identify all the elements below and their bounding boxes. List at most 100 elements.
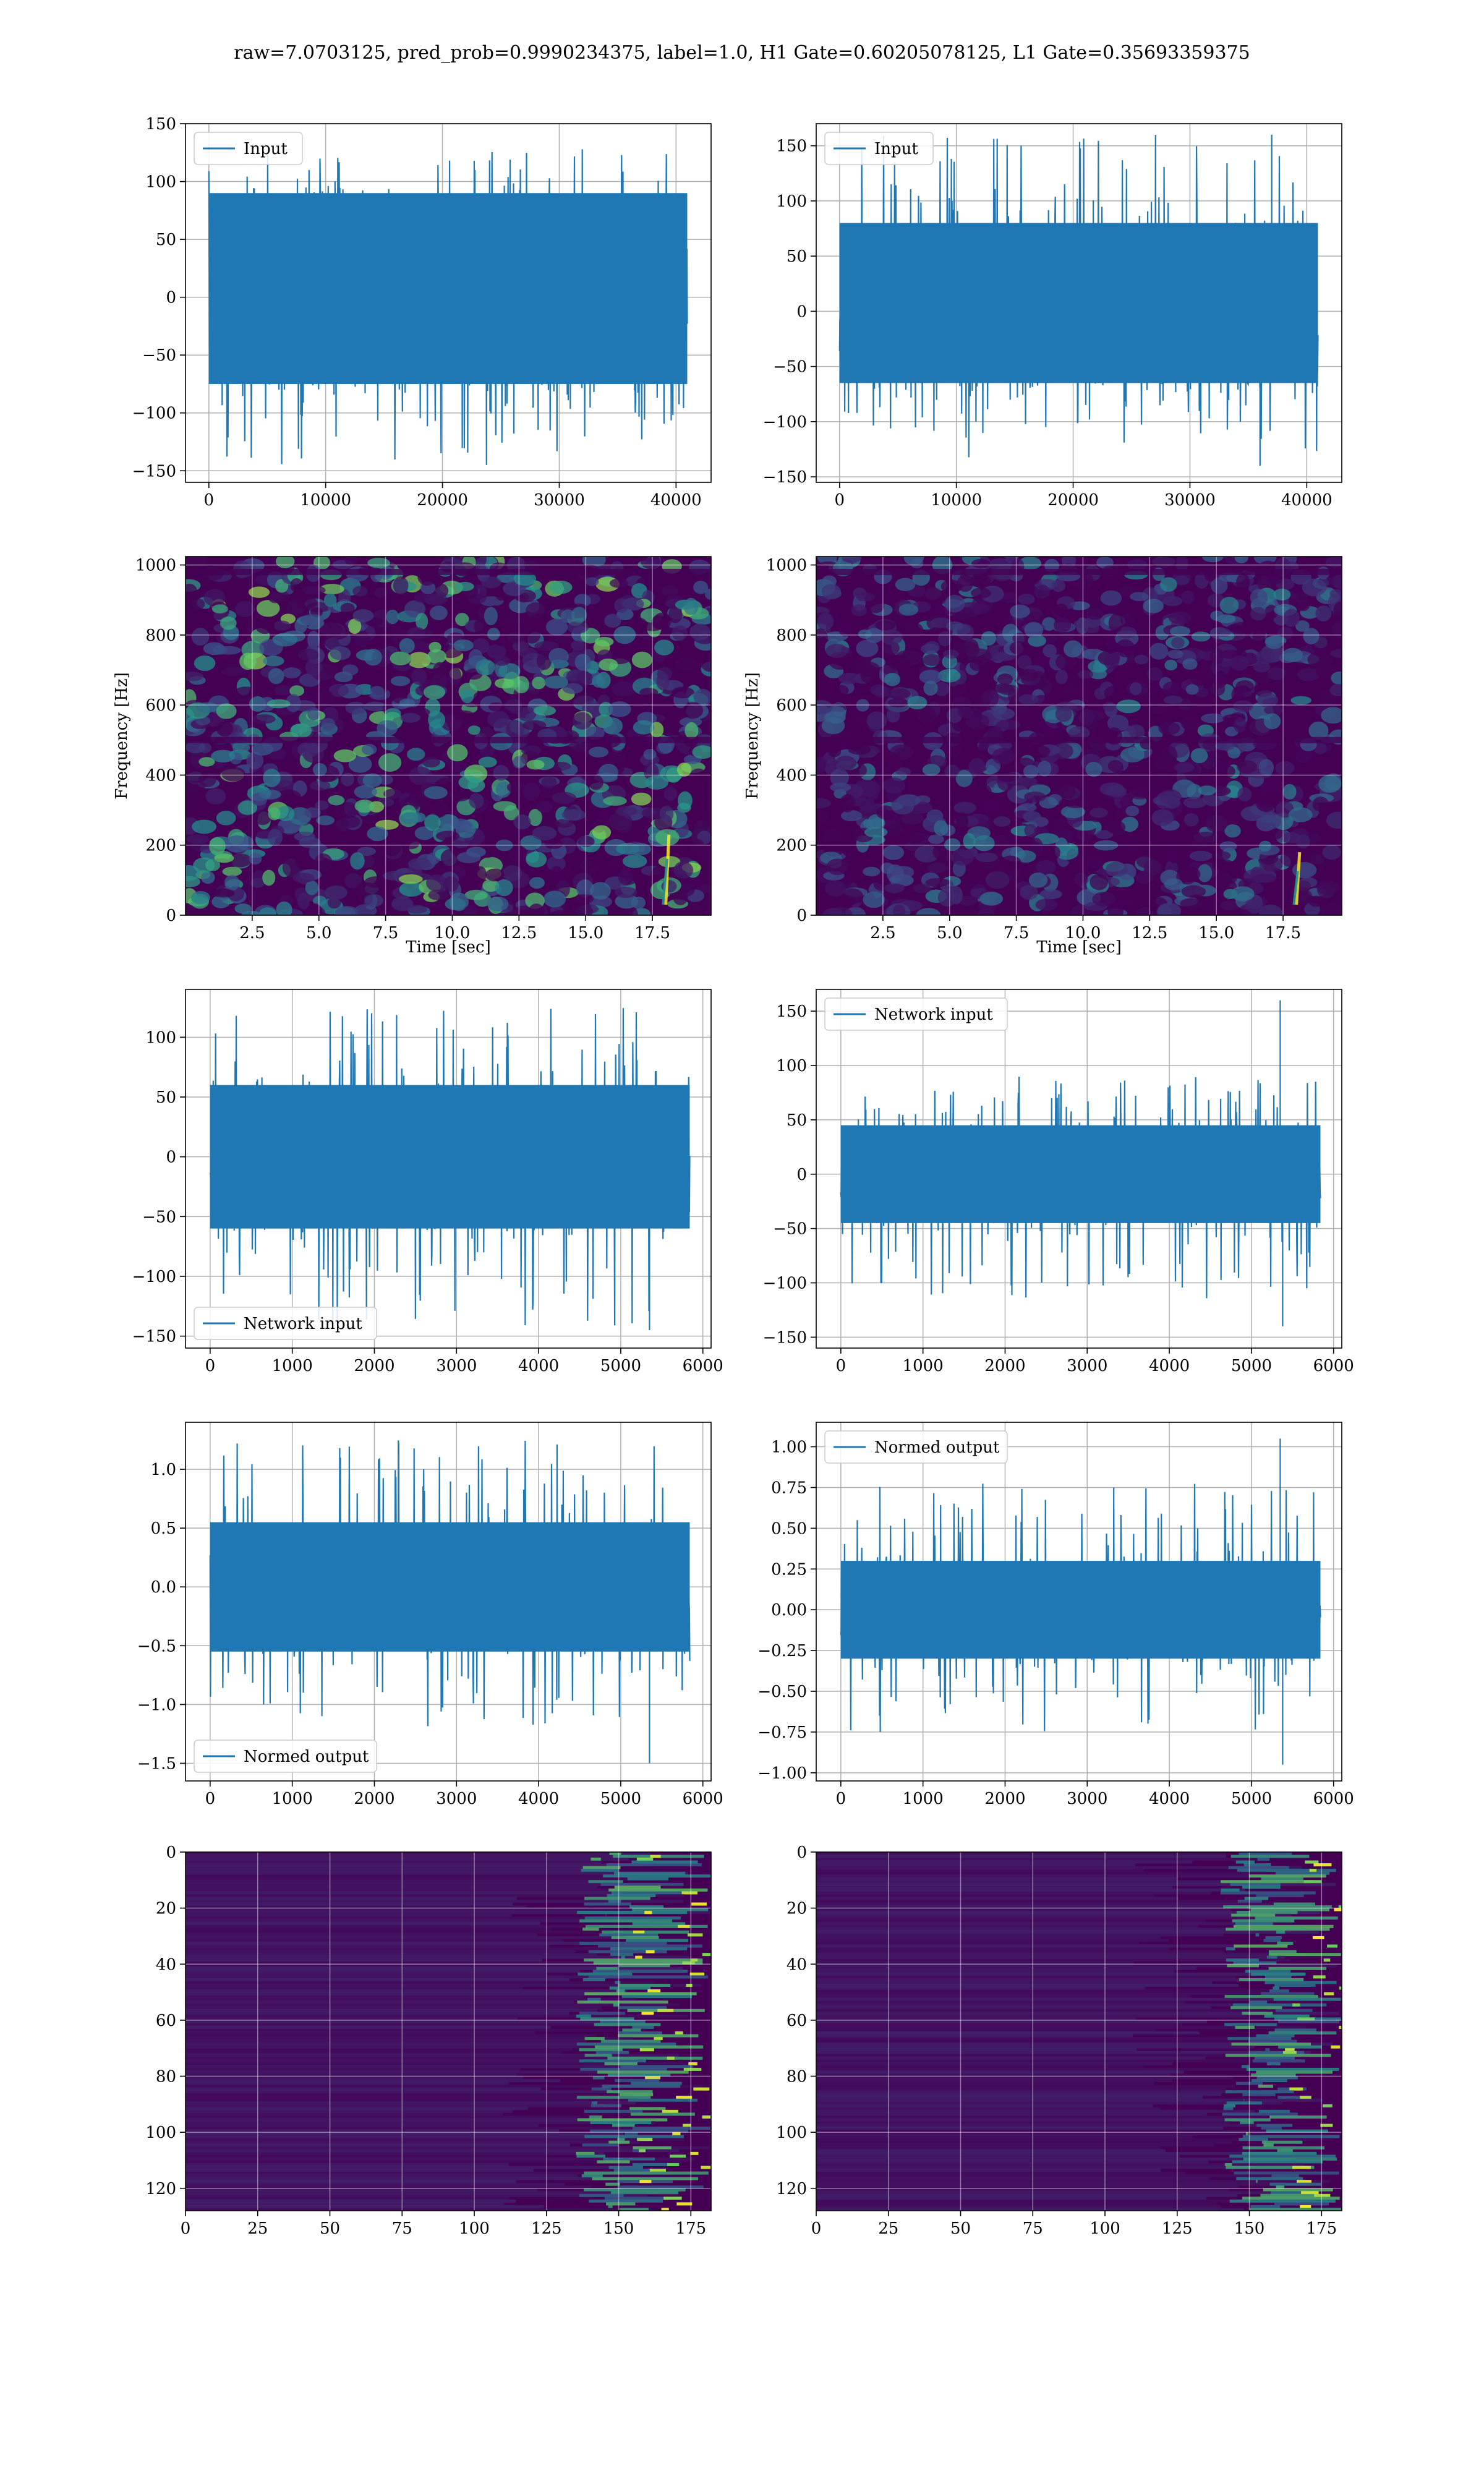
spectrogram-speck xyxy=(631,897,646,909)
heatmap-row xyxy=(816,1861,1193,1864)
y-tick-label: 150 xyxy=(145,115,176,134)
heatmap-hotspot xyxy=(688,2062,697,2065)
spectrogram-speck xyxy=(370,686,385,699)
heatmap-activation xyxy=(1222,2112,1298,2115)
spectrogram-speck xyxy=(464,905,478,918)
heatmap-hotspot xyxy=(1289,2088,1303,2091)
heatmap-row xyxy=(186,1922,540,1925)
spectrogram-speck xyxy=(1220,597,1239,614)
heatmap-activation xyxy=(1242,2093,1275,2096)
spectrogram-speck xyxy=(561,809,586,821)
heatmap-activation xyxy=(1227,2101,1262,2104)
spectrogram-speck xyxy=(810,700,832,715)
heatmap-row xyxy=(186,1987,522,1990)
heatmap-activation xyxy=(591,1858,600,1861)
spectrogram-speck xyxy=(566,669,589,685)
spectrogram-speck xyxy=(488,702,504,712)
spectrogram-speck xyxy=(263,655,284,666)
heatmap-activation xyxy=(615,2079,659,2082)
spectrogram-speck xyxy=(436,831,459,842)
heatmap-row xyxy=(186,1897,517,1900)
spectrogram-speck xyxy=(1186,684,1199,694)
spectrogram-speck xyxy=(599,659,618,671)
heatmap-activation xyxy=(577,2043,676,2046)
spectrogram-speck xyxy=(1237,787,1252,801)
heatmap-activation xyxy=(1257,2077,1298,2080)
spectrogram-speck xyxy=(346,702,366,715)
heatmap-row xyxy=(186,2194,647,2197)
heatmap-activation xyxy=(577,1911,687,1914)
spectrogram-speck xyxy=(866,712,887,730)
heatmap-hotspot xyxy=(690,1973,704,1976)
heatmap-hotspot xyxy=(675,2031,683,2034)
x-tick-label: 0 xyxy=(836,1790,846,1808)
heatmap-activation xyxy=(1235,2026,1254,2029)
heatmap-row xyxy=(816,2177,1209,2180)
legend-label: Network input xyxy=(874,1005,993,1024)
heatmap-activation xyxy=(1269,1953,1341,1956)
heatmap-activation xyxy=(1242,2065,1249,2068)
heatmap-activation xyxy=(1262,2141,1302,2144)
heatmap-row xyxy=(816,2099,1323,2102)
heatmap-activation xyxy=(595,2046,703,2049)
y-tick-label: 400 xyxy=(145,766,176,785)
spectrogram-speck xyxy=(400,713,420,723)
spectrogram-speck xyxy=(660,806,674,822)
heatmap-activation xyxy=(628,1877,668,1880)
x-tick-label: 5000 xyxy=(1231,1790,1272,1808)
spectrogram-speck xyxy=(1256,795,1276,812)
spectrogram-speck xyxy=(1182,886,1206,898)
y-tick-label: 120 xyxy=(145,2180,176,2198)
x-tick-label: 5.0 xyxy=(937,924,962,942)
heatmap-row xyxy=(816,2154,1180,2158)
heatmap-row xyxy=(186,1861,602,1864)
heatmap-activation xyxy=(622,2028,641,2031)
heatmap-activation xyxy=(609,2166,643,2169)
y-tick-label: −1.5 xyxy=(137,1754,176,1773)
y-tick-label: 800 xyxy=(145,626,176,645)
spectrogram-speck xyxy=(212,889,235,898)
spectrogram-speck xyxy=(842,552,862,563)
spectrogram-speck xyxy=(216,646,241,655)
spectrogram-speck xyxy=(456,582,474,591)
heatmap-activation xyxy=(1236,1861,1255,1864)
heatmap-activation xyxy=(1249,1874,1326,1877)
y-tick-label: 1000 xyxy=(766,557,807,575)
heatmap-activation xyxy=(620,2065,693,2068)
spectrogram-speck xyxy=(1122,841,1141,851)
legend-label: Network input xyxy=(244,1315,362,1333)
spectrogram-speck xyxy=(1214,628,1231,637)
heatmap-row xyxy=(816,1992,1269,1996)
heatmap-row xyxy=(186,1973,547,1976)
heatmap-hotspot xyxy=(678,1925,690,1928)
heatmap-activation xyxy=(1245,1897,1269,1900)
heatmap-activation xyxy=(593,2077,605,2080)
spectrogram-speck xyxy=(834,685,849,696)
spectrogram-speck xyxy=(1158,903,1181,920)
y-tick-label: 50 xyxy=(156,1088,176,1107)
y-tick-label: 100 xyxy=(776,2124,807,2142)
x-tick-label: 175 xyxy=(675,2219,706,2238)
heatmap-row xyxy=(816,2079,1172,2082)
spectrogram-speck xyxy=(1101,591,1122,606)
heatmap-row xyxy=(816,2180,1330,2183)
spectrogram-speck xyxy=(1323,845,1342,860)
heatmap-activation xyxy=(1227,2037,1291,2040)
heatmap-activation xyxy=(1240,2121,1253,2124)
heatmap-activation xyxy=(1230,1883,1281,1886)
heatmap-hotspot xyxy=(650,1855,661,1858)
plot-area xyxy=(816,989,1342,1348)
heatmap-hotspot xyxy=(644,1911,652,1914)
spectrogram-speck xyxy=(1024,824,1036,837)
x-tick-label: 0 xyxy=(811,2219,822,2238)
heatmap-hotspot xyxy=(657,2009,673,2012)
spectrogram-speck xyxy=(1135,882,1154,894)
heatmap-row xyxy=(186,2088,540,2091)
heatmap-activation xyxy=(633,2127,710,2130)
spectrogram-speck xyxy=(934,820,948,836)
spectrogram-speck xyxy=(678,792,693,810)
spectrogram-speck xyxy=(675,657,697,671)
heatmap-activation xyxy=(1257,1858,1269,1861)
heatmap-activation xyxy=(1231,2043,1311,2046)
spectrogram-speck xyxy=(1104,686,1125,701)
